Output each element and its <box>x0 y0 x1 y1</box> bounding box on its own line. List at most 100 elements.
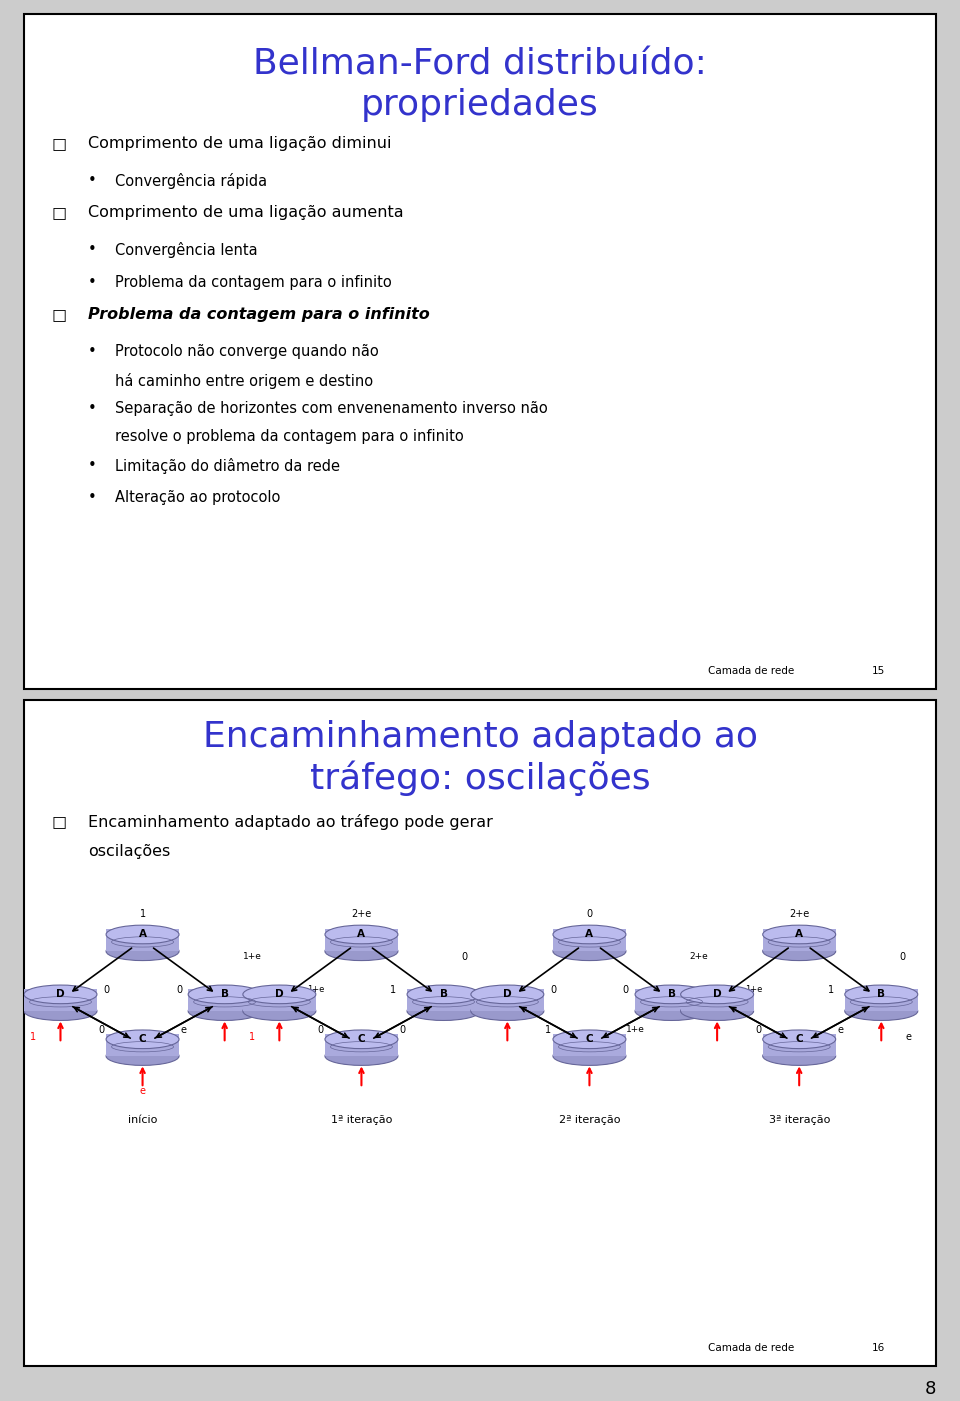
FancyBboxPatch shape <box>553 1034 626 1056</box>
Ellipse shape <box>553 925 626 944</box>
Text: C: C <box>796 1034 803 1044</box>
Text: 2+e: 2+e <box>690 953 708 961</box>
FancyBboxPatch shape <box>762 929 835 951</box>
Text: 1: 1 <box>139 909 146 919</box>
Ellipse shape <box>762 941 835 961</box>
Text: início: início <box>128 1115 157 1125</box>
Text: 0: 0 <box>756 1026 761 1035</box>
Text: 0: 0 <box>318 1026 324 1035</box>
Ellipse shape <box>243 985 316 1003</box>
Text: resolve o problema da contagem para o infinito: resolve o problema da contagem para o in… <box>115 429 464 444</box>
Text: e: e <box>837 1026 843 1035</box>
Text: 1+e: 1+e <box>745 985 762 995</box>
Ellipse shape <box>636 1002 708 1020</box>
Text: 0: 0 <box>103 985 109 995</box>
Text: □: □ <box>52 814 66 828</box>
Text: Problema da contagem para o infinito: Problema da contagem para o infinito <box>115 275 392 290</box>
Text: 1+e: 1+e <box>307 985 324 995</box>
FancyBboxPatch shape <box>24 989 97 1012</box>
Ellipse shape <box>407 1002 480 1020</box>
Ellipse shape <box>324 1047 398 1065</box>
FancyBboxPatch shape <box>324 1034 398 1056</box>
Text: 0: 0 <box>176 985 182 995</box>
Ellipse shape <box>243 1002 316 1020</box>
FancyBboxPatch shape <box>471 989 543 1012</box>
Text: tráfego: oscilações: tráfego: oscilações <box>310 761 650 796</box>
Text: D: D <box>57 989 64 999</box>
Text: D: D <box>713 989 721 999</box>
Text: Comprimento de uma ligação aumenta: Comprimento de uma ligação aumenta <box>88 205 403 220</box>
Ellipse shape <box>324 941 398 961</box>
Text: □: □ <box>52 205 66 220</box>
Ellipse shape <box>762 925 835 944</box>
Ellipse shape <box>324 1030 398 1048</box>
Text: Separação de horizontes com envenenamento inverso não: Separação de horizontes com envenenament… <box>115 401 548 416</box>
Ellipse shape <box>106 1047 180 1065</box>
Text: Encaminhamento adaptado ao: Encaminhamento adaptado ao <box>203 720 757 755</box>
Text: 2ª iteração: 2ª iteração <box>559 1115 620 1125</box>
Text: 1ª iteração: 1ª iteração <box>331 1115 392 1125</box>
Ellipse shape <box>24 985 97 1003</box>
Text: Encaminhamento adaptado ao tráfego pode gerar: Encaminhamento adaptado ao tráfego pode … <box>88 814 492 829</box>
Text: •: • <box>88 458 97 472</box>
Ellipse shape <box>188 985 261 1003</box>
Text: B: B <box>440 989 447 999</box>
FancyBboxPatch shape <box>324 929 398 951</box>
FancyBboxPatch shape <box>407 989 480 1012</box>
Text: 2+e: 2+e <box>789 909 809 919</box>
Text: 2+e: 2+e <box>351 909 372 919</box>
Text: 15: 15 <box>873 665 885 675</box>
FancyBboxPatch shape <box>762 1034 835 1056</box>
Ellipse shape <box>845 1002 918 1020</box>
Ellipse shape <box>845 985 918 1003</box>
Text: •: • <box>88 172 97 188</box>
Text: Protocolo não converge quando não: Protocolo não converge quando não <box>115 345 379 359</box>
Ellipse shape <box>106 925 180 944</box>
Text: C: C <box>586 1034 593 1044</box>
Text: □: □ <box>52 307 66 322</box>
Ellipse shape <box>553 1030 626 1048</box>
Text: B: B <box>877 989 885 999</box>
Text: 0: 0 <box>550 985 556 995</box>
Ellipse shape <box>24 1002 97 1020</box>
Text: há caminho entre origem e destino: há caminho entre origem e destino <box>115 373 373 388</box>
Ellipse shape <box>762 1047 835 1065</box>
Text: 0: 0 <box>900 951 905 961</box>
Text: Convergência lenta: Convergência lenta <box>115 242 258 258</box>
Text: oscilações: oscilações <box>88 843 170 859</box>
Ellipse shape <box>762 1030 835 1048</box>
Text: A: A <box>138 929 147 940</box>
Text: A: A <box>795 929 804 940</box>
Text: C: C <box>358 1034 365 1044</box>
Text: e: e <box>180 1026 186 1035</box>
Text: □: □ <box>52 136 66 150</box>
FancyBboxPatch shape <box>243 989 316 1012</box>
Ellipse shape <box>106 941 180 961</box>
Text: Limitação do diâmetro da rede: Limitação do diâmetro da rede <box>115 458 340 474</box>
Text: Alteração ao protocolo: Alteração ao protocolo <box>115 490 280 506</box>
Text: 1: 1 <box>391 985 396 995</box>
Text: 0: 0 <box>99 1026 105 1035</box>
Text: C: C <box>139 1034 146 1044</box>
FancyBboxPatch shape <box>636 989 708 1012</box>
Ellipse shape <box>471 985 544 1003</box>
Text: •: • <box>88 345 97 359</box>
Text: 1+e: 1+e <box>626 1026 644 1034</box>
Text: A: A <box>357 929 366 940</box>
Ellipse shape <box>188 1002 261 1020</box>
Text: D: D <box>503 989 512 999</box>
Ellipse shape <box>407 985 480 1003</box>
FancyBboxPatch shape <box>188 989 261 1012</box>
Text: Camada de rede: Camada de rede <box>708 1342 794 1353</box>
FancyBboxPatch shape <box>845 989 918 1012</box>
Text: 0: 0 <box>623 985 629 995</box>
Ellipse shape <box>636 985 708 1003</box>
Text: 3ª iteração: 3ª iteração <box>769 1115 829 1125</box>
Text: Comprimento de uma ligação diminui: Comprimento de uma ligação diminui <box>88 136 392 150</box>
Text: Problema da contagem para o infinito: Problema da contagem para o infinito <box>88 307 429 322</box>
Text: 0: 0 <box>462 951 468 961</box>
Text: e: e <box>139 1086 146 1097</box>
Text: D: D <box>276 989 283 999</box>
Ellipse shape <box>681 1002 754 1020</box>
Text: A: A <box>586 929 593 940</box>
